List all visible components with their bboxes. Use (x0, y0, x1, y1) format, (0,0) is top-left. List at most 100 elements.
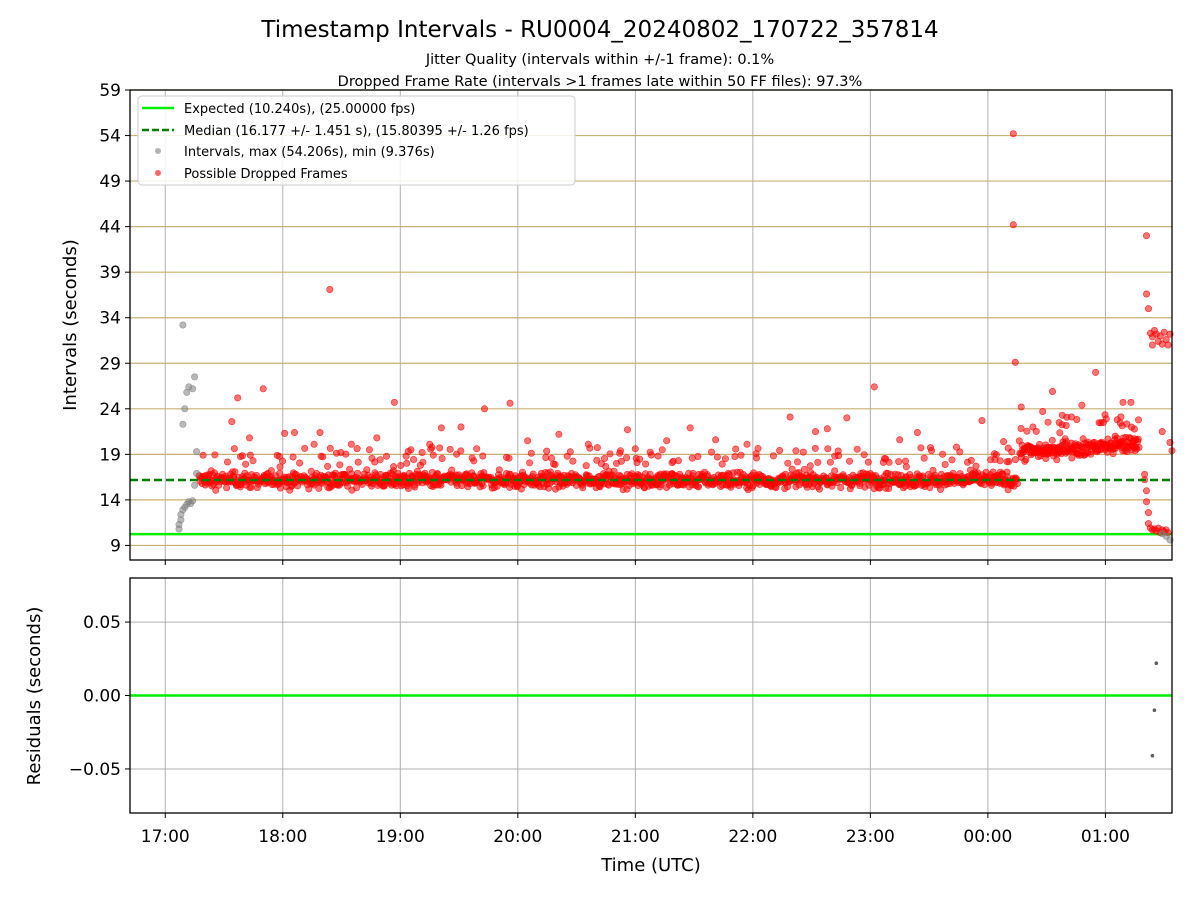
dropped-frame-point (437, 424, 445, 432)
dropped-frame-point (310, 440, 318, 448)
dropped-frame-point (438, 454, 446, 462)
dropped-frame-point (1005, 457, 1013, 465)
dropped-frame-point (936, 485, 944, 493)
dropped-frame-point (616, 447, 624, 455)
dropped-frame-point (941, 460, 949, 468)
dropped-frame-point (631, 445, 639, 453)
dropped-frame-point (1049, 387, 1057, 395)
dropped-frame-point (353, 445, 361, 453)
dropped-frame-point (410, 455, 418, 463)
dropped-frame-point (1009, 221, 1017, 229)
dropped-frame-point (1148, 341, 1156, 349)
interval-point (189, 385, 197, 393)
dropped-frame-point (584, 440, 592, 448)
dropped-frame-point (1073, 415, 1081, 423)
dropped-frame-point (674, 457, 682, 465)
intervals-axes-frame (129, 89, 1173, 561)
intervals-y-tick-label: 44 (99, 218, 121, 238)
x-tick-label: 22:00 (728, 827, 777, 847)
dropped-frame-point (1099, 418, 1107, 426)
dropped-frame-point (831, 467, 839, 475)
dropped-frame-point (231, 468, 239, 476)
dropped-frame-point (527, 449, 535, 457)
dropped-frame-point (636, 455, 644, 463)
intervals-y-tick-label: 59 (99, 81, 121, 101)
residual-point (1152, 708, 1157, 712)
dropped-frame-point (843, 414, 851, 422)
dropped-frame-point (917, 444, 925, 452)
dropped-frame-point (956, 448, 964, 456)
dropped-frame-point (1111, 432, 1119, 440)
dropped-frame-point (853, 445, 861, 453)
intervals-y-tick-label: 39 (99, 263, 121, 283)
dropped-frame-point (1158, 428, 1166, 436)
dropped-frame-point (457, 447, 465, 455)
dropped-frame-point (712, 436, 720, 444)
residuals-axes-frame (129, 577, 1173, 814)
legend-expected-label: Expected (10.240s), (25.00000 fps) (184, 102, 415, 117)
dropped-frame-point (1134, 435, 1142, 443)
dropped-frame-point (426, 440, 434, 448)
dropped-frame-point (978, 417, 986, 425)
intervals-panel: 9 14 19 24 29 34 39 44 49 54 59 Intervals (seconds… (60, 81, 1176, 565)
dropped-frame-point (505, 454, 513, 462)
dropped-frame-point (316, 428, 324, 436)
dropped-frame-point (895, 458, 903, 466)
residuals-y-ticks: −0.05 0.00 0.05 (69, 613, 130, 780)
dropped-frame-point (623, 454, 631, 462)
dropped-frame-point (1017, 424, 1025, 432)
dropped-frame-point (835, 452, 843, 460)
dropped-frame-point (737, 451, 745, 459)
x-axis-label: Time (UTC) (600, 855, 701, 876)
intervals-y-tick-label: 54 (99, 127, 121, 147)
interval-point (191, 373, 199, 381)
dropped-frame-point (1009, 130, 1017, 138)
intervals-y-tick-label: 49 (99, 172, 121, 192)
dropped-frame-point (948, 456, 956, 464)
intervals-y-tick-label: 14 (99, 491, 121, 511)
dropped-frame-point (1143, 232, 1151, 240)
intervals-x-ticks (164, 560, 1106, 565)
dropped-frame-point (806, 462, 814, 470)
dropped-frame-point (211, 451, 219, 459)
legend: Expected (10.240s), (25.00000 fps) Media… (137, 95, 576, 186)
dropped-frame-point (1000, 438, 1008, 446)
dropped-frame-point (992, 451, 1000, 459)
interval-point (179, 321, 187, 329)
dropped-frame-point (1011, 358, 1019, 366)
dropped-frame-point (864, 458, 872, 466)
dropped-frame-point (296, 459, 304, 467)
dropped-frame-point (479, 482, 487, 490)
dropped-frame-point (695, 483, 703, 491)
dropped-frame-point (1017, 403, 1025, 411)
dropped-frame-point (246, 434, 254, 442)
dropped-frame-point (228, 418, 236, 426)
dropped-frame-point (376, 456, 384, 464)
dropped-frame-point (703, 471, 711, 479)
legend-median-label: Median (16.177 +/- 1.451 s), (15.80395 +… (184, 124, 529, 139)
x-tick-label: 19:00 (376, 827, 425, 847)
dropped-frame-point (1062, 421, 1070, 429)
intervals-points (130, 130, 1176, 544)
residuals-panel: −0.05 0.00 0.05 17:00 18:00 19:00 20:00 21:00 2… (24, 577, 1173, 876)
dropped-frame-point (826, 458, 834, 466)
dropped-frame-point (479, 452, 487, 460)
dropped-frame-point (542, 453, 550, 461)
x-tick-label: 21:00 (611, 827, 660, 847)
dropped-frame-point (707, 448, 715, 456)
dropped-frame-point (281, 429, 289, 437)
dropped-frame-point (234, 394, 242, 402)
legend-dropped-label: Possible Dropped Frames (184, 167, 348, 182)
dropped-frame-point (952, 443, 960, 451)
dropped-frame-point (718, 460, 726, 468)
residual-point (1154, 661, 1159, 665)
dropped-frame-point (792, 447, 800, 455)
dropped-frame-point (199, 451, 207, 459)
dropped-frame-point (1092, 368, 1100, 376)
dropped-frame-point (784, 459, 792, 467)
dropped-frame-point (1044, 418, 1052, 426)
dropped-frame-point (1078, 401, 1086, 409)
intervals-y-tick-label: 19 (99, 445, 121, 465)
residuals-y-tick-label: 0.05 (83, 613, 121, 633)
dropped-frame-point (1113, 416, 1121, 424)
